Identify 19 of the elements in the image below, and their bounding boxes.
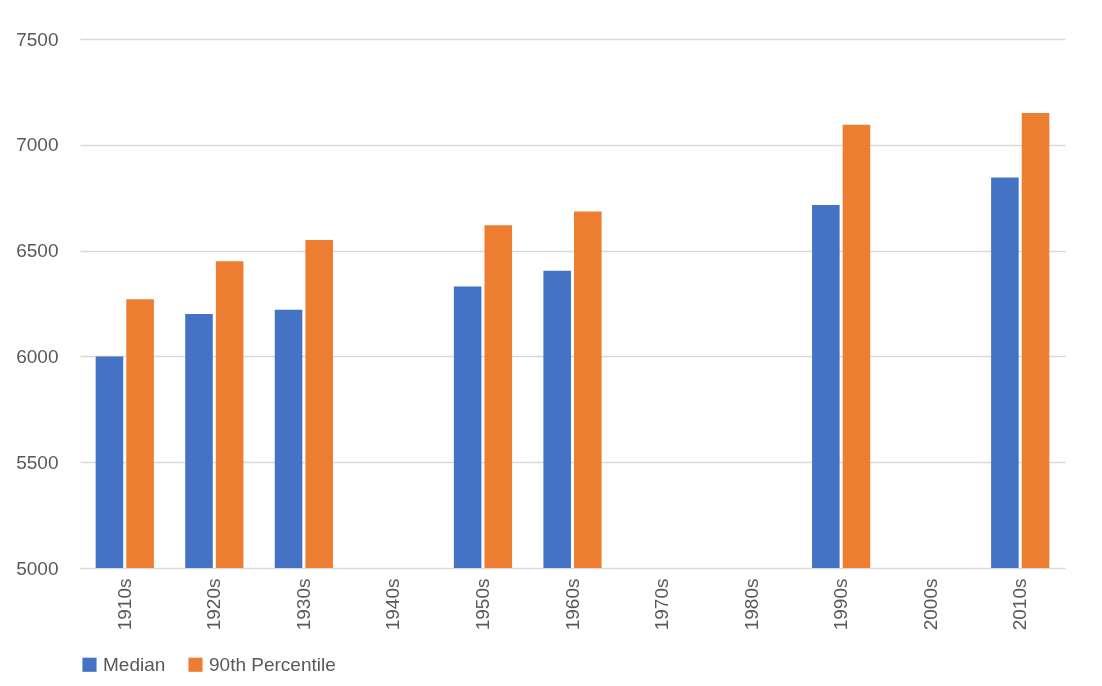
- x-tick-label: 2000s: [919, 578, 941, 631]
- x-tick-label: 1920s: [203, 578, 225, 631]
- legend-label: 90th Percentile: [209, 653, 336, 675]
- legend-label: Median: [103, 653, 166, 675]
- x-tick-label: 1980s: [740, 578, 762, 631]
- y-tick-label: 7500: [16, 28, 59, 50]
- x-tick-label: 2010s: [1009, 578, 1031, 631]
- x-tick-label: 1990s: [830, 578, 852, 631]
- x-tick-label: 1930s: [292, 578, 314, 631]
- y-tick-label: 6000: [16, 345, 59, 367]
- y-tick-label: 5000: [16, 557, 59, 579]
- x-tick-label: 1970s: [651, 578, 673, 631]
- x-tick-label: 1950s: [471, 578, 493, 631]
- y-tick-label: 5500: [16, 451, 59, 473]
- x-tick-label: 1960s: [561, 578, 583, 631]
- x-tick-label: 1940s: [382, 578, 404, 631]
- y-tick-label: 6500: [16, 240, 59, 262]
- x-tick-label: 1910s: [113, 578, 135, 631]
- y-tick-label: 7000: [16, 134, 59, 156]
